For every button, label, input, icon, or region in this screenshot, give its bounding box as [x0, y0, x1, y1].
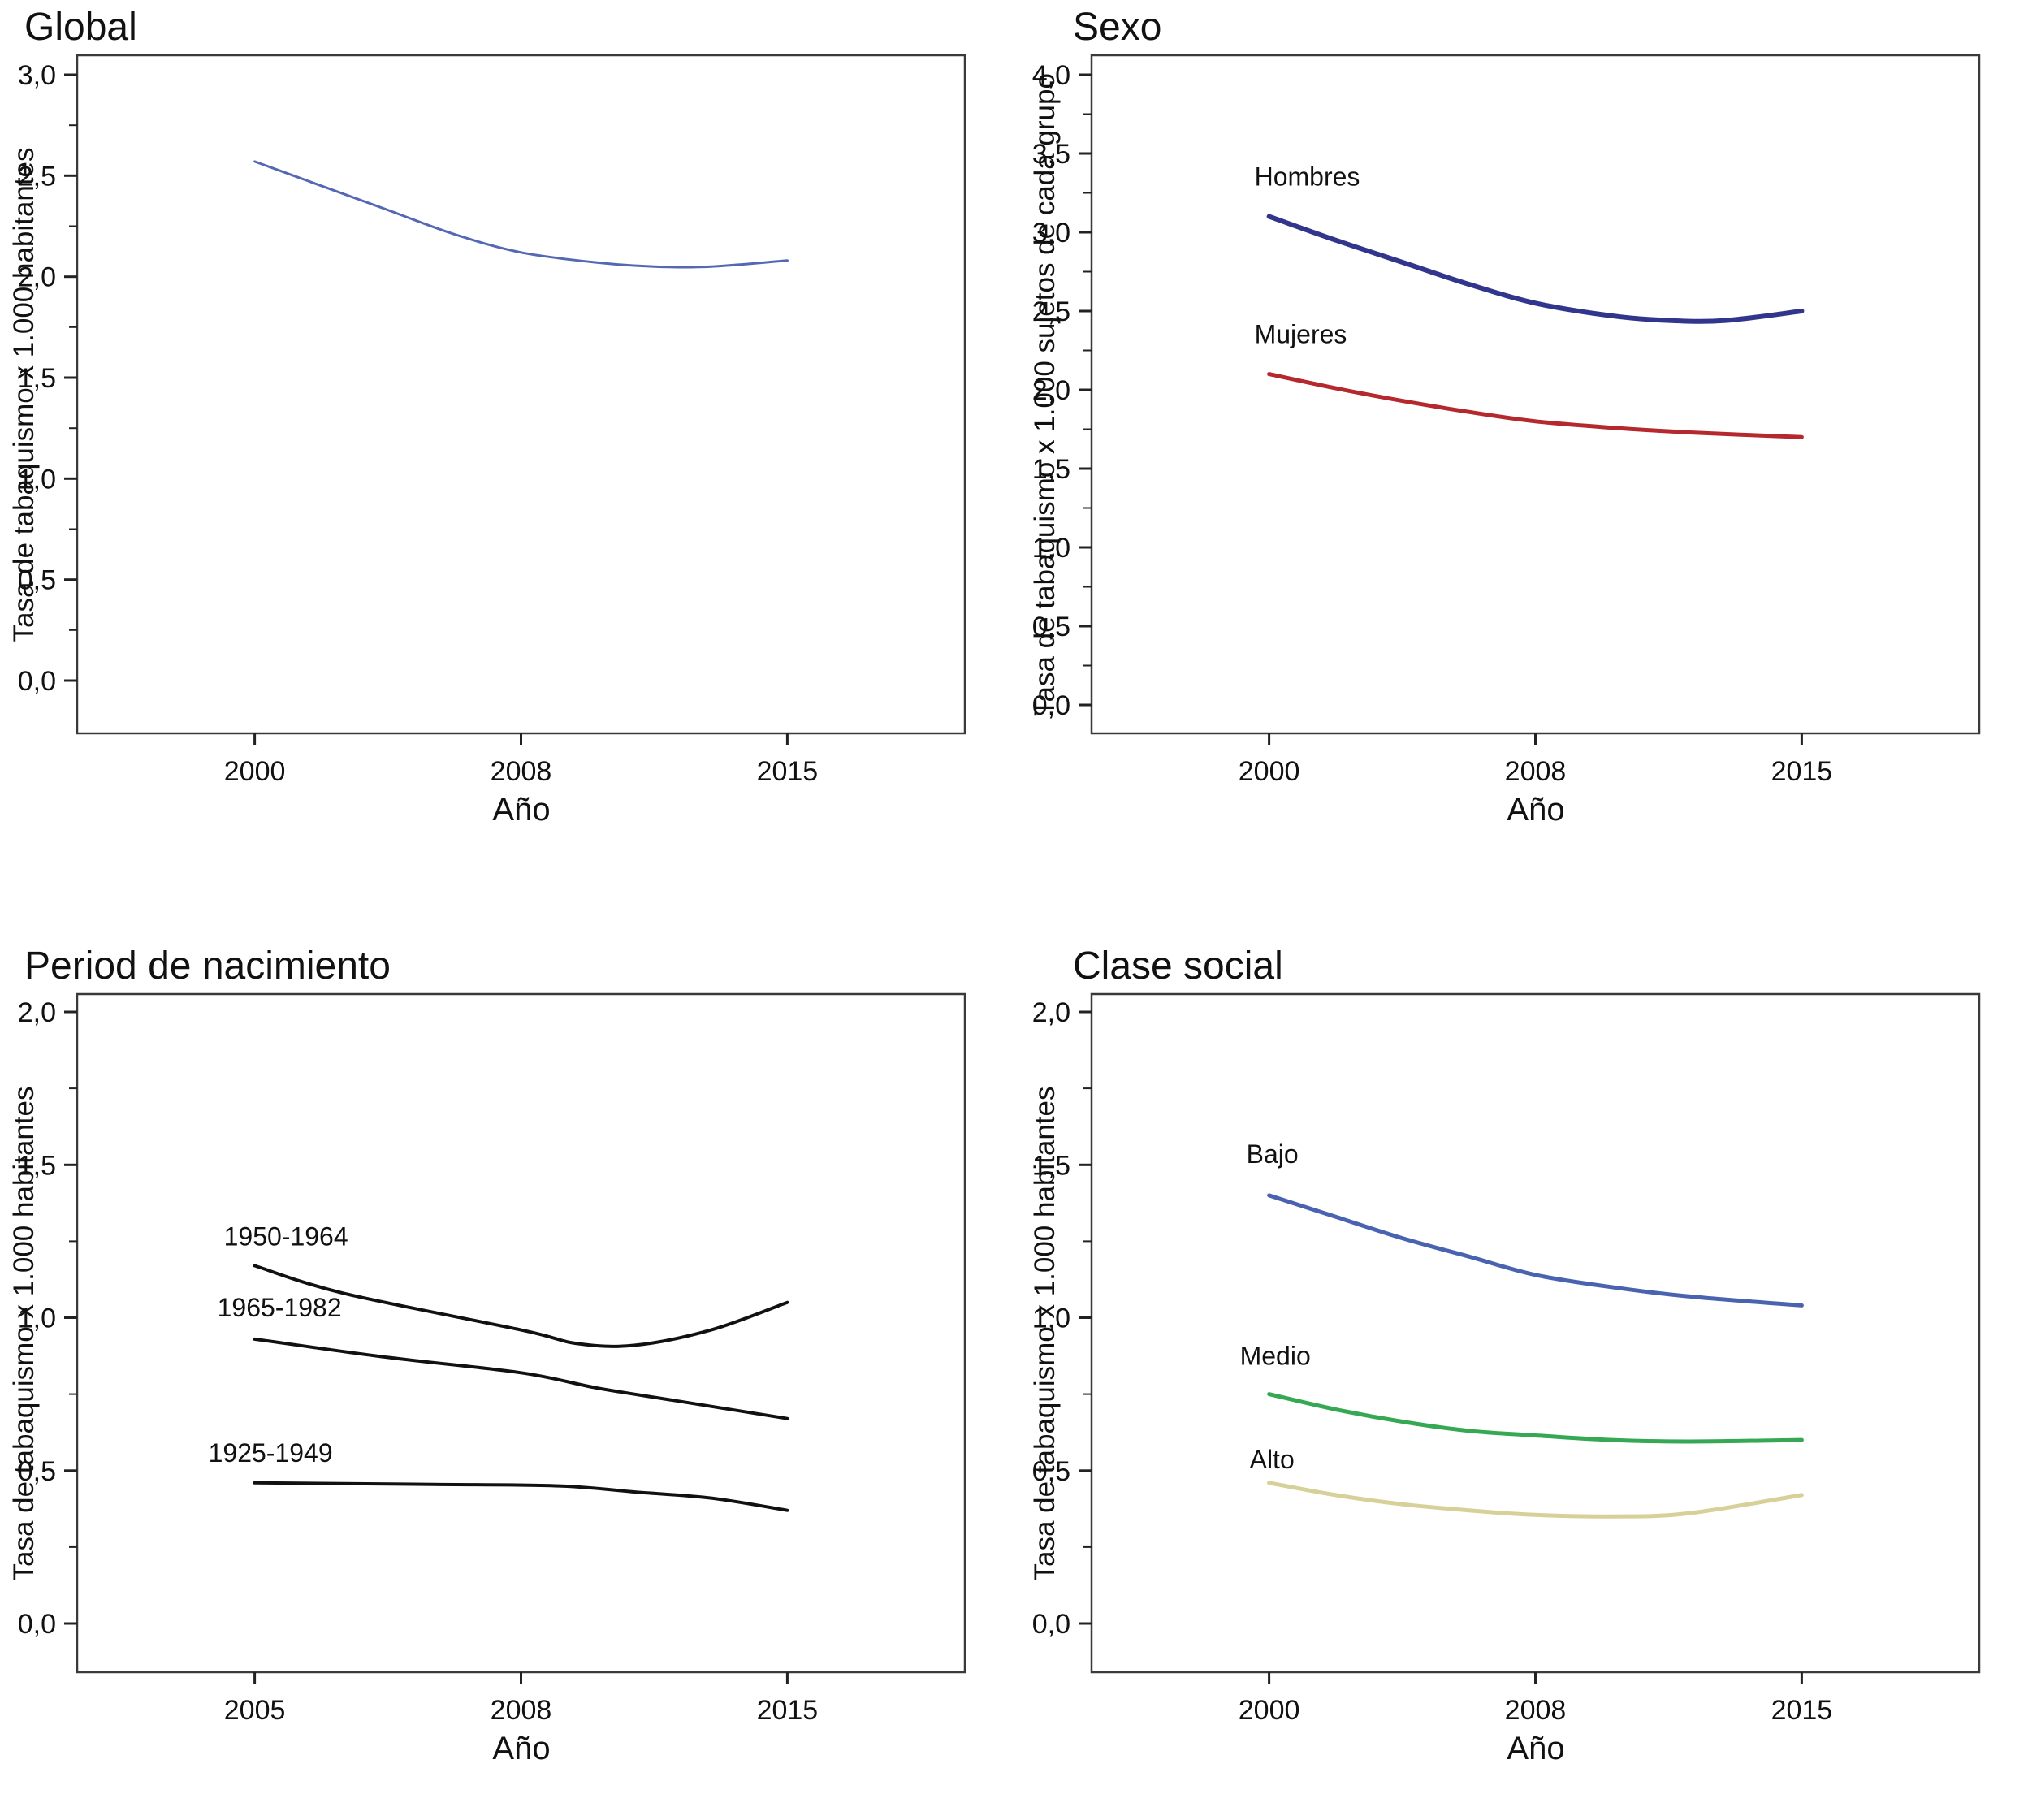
x-tick-label: 2000 [1239, 756, 1300, 787]
y-tick-label: 3,0 [1032, 218, 1070, 249]
y-axis-label-sexo: Tasa de tabaquismo x 1.000 sujetos de ca… [1029, 73, 1061, 716]
y-tick-label: 2,0 [1032, 997, 1070, 1028]
y-tick-label: 2,0 [18, 262, 56, 293]
y-tick-label: 2,0 [18, 997, 56, 1028]
y-axis-label-global: Tasa de tabaquismo x 1.000 habitantes [8, 147, 40, 642]
y-tick-label: 0,0 [1032, 1609, 1070, 1640]
chart-panel-period-nacimiento: Period de nacimiento 0,0 0,5 1,0 1,5 2,0 2005… [0, 939, 1014, 1820]
y-tick-label: 2,0 [1032, 375, 1070, 406]
series-label-medio: Medio [1240, 1342, 1311, 1371]
y-tick-label: 0,0 [18, 1609, 56, 1640]
x-tick-label: 2008 [1505, 1695, 1567, 1726]
chart-title-global: Global [24, 6, 137, 49]
x-axis-label-sexo: Año [1507, 792, 1565, 828]
y-tick-label: 0,5 [18, 565, 56, 596]
series-line-1950-1964 [253, 1264, 789, 1348]
x-tick-label: 2008 [491, 756, 552, 787]
y-tick-label: 0,0 [1032, 690, 1070, 721]
x-tick-label: 2015 [1771, 1695, 1833, 1726]
series-line-medio [1267, 1392, 1804, 1444]
series-line-1925-1949 [253, 1481, 789, 1512]
series-label-mujeres: Mujeres [1255, 320, 1347, 349]
x-tick-label: 2015 [757, 756, 819, 787]
series-label-bajo: Bajo [1247, 1139, 1299, 1169]
line-plot-period-nacimiento: 0,0 0,5 1,0 1,5 2,0 2005 2008 2015 1950-1964 1965… [18, 992, 966, 1726]
y-tick-label: 1,0 [1032, 1303, 1070, 1334]
plot-frame [76, 992, 966, 1674]
figure-canvas: { "figure": { "x_axis_title": "Año", "y_… [0, 0, 2028, 1766]
chart-title-clase-social: Clase social [1073, 945, 1283, 988]
series-line-1965-1982 [253, 1337, 789, 1420]
y-tick-label: 1,5 [1032, 454, 1070, 485]
series-label-hombres: Hombres [1255, 162, 1360, 192]
y-axis-label-period-nacimiento: Tasa de tabaquismo x 1.000 habitantes [8, 1086, 40, 1581]
x-axis-label-global: Año [492, 792, 551, 828]
line-plot-sexo: 0,0 0,5 1,0 1,5 2,0 2,5 3,0 3,5 4,0 2000 2008 2015 H… [1032, 54, 1981, 787]
series-label-1950-1964: 1950-1964 [224, 1222, 348, 1252]
chart-title-sexo: Sexo [1073, 6, 1162, 49]
series-line-bajo [1267, 1193, 1804, 1308]
line-plot-global: 0,0 0,5 1,0 1,5 2,0 2,5 3,0 2000 2008 2015 [18, 54, 966, 787]
y-tick-label: 0,5 [18, 1456, 56, 1487]
y-tick-label: 1,0 [1032, 533, 1070, 564]
plot-frame [1090, 54, 1981, 735]
y-tick-label: 1,5 [18, 1150, 56, 1181]
y-tick-label: 2,5 [18, 161, 56, 192]
chart-panel-global: Global 0,0 0,5 1,0 1,5 2,0 2,5 3,0 2000 2008 2015… [0, 0, 1014, 881]
x-tick-label: 2000 [1239, 1695, 1300, 1726]
y-tick-label: 1,0 [18, 1303, 56, 1334]
plot-frame [76, 54, 966, 735]
y-tick-label: 0,5 [1032, 1456, 1070, 1487]
series-line-hombres [1266, 214, 1805, 324]
y-tick-label: 2,5 [1032, 296, 1070, 327]
x-tick-label: 2000 [224, 756, 286, 787]
series-line-alto [1267, 1481, 1804, 1519]
line-plot-clase-social: 0,0 0,5 1,0 1,5 2,0 2000 2008 2015 Bajo Medio Alto [1032, 992, 1981, 1726]
x-tick-label: 2008 [1505, 756, 1567, 787]
y-tick-label: 1,5 [1032, 1150, 1070, 1181]
y-tick-label: 1,0 [18, 464, 56, 495]
plot-frame [1090, 992, 1981, 1674]
x-tick-label: 2015 [757, 1695, 819, 1726]
series-label-alto: Alto [1250, 1445, 1295, 1474]
y-tick-label: 0,5 [1032, 612, 1070, 642]
x-tick-label: 2005 [224, 1695, 286, 1726]
y-tick-label: 4,0 [1032, 60, 1070, 91]
chart-title-period-nacimiento: Period de nacimiento [24, 945, 391, 988]
series-label-1965-1982: 1965-1982 [218, 1293, 342, 1322]
chart-panel-sexo: Sexo 0,0 0,5 1,0 1,5 2,0 2,5 3,0 3,5 4,0 2000 2008… [1014, 0, 2028, 881]
series-line-global [253, 160, 789, 269]
x-axis-label-clase-social: Año [1507, 1731, 1565, 1766]
y-tick-label: 0,0 [18, 666, 56, 697]
chart-panel-clase-social: Clase social 0,0 0,5 1,0 1,5 2,0 2000 2008 2015… [1014, 939, 2028, 1820]
y-tick-label: 3,0 [18, 60, 56, 91]
y-tick-label: 1,5 [18, 363, 56, 394]
x-tick-label: 2008 [491, 1695, 552, 1726]
x-tick-label: 2015 [1771, 756, 1833, 787]
series-label-1925-1949: 1925-1949 [209, 1438, 333, 1468]
series-line-mujeres [1267, 372, 1804, 439]
y-axis-label-clase-social: Tasa de tabaquismo x 1.000 habitantes [1029, 1086, 1061, 1581]
x-axis-label-period-nacimiento: Año [492, 1731, 551, 1766]
y-tick-label: 3,5 [1032, 139, 1070, 170]
